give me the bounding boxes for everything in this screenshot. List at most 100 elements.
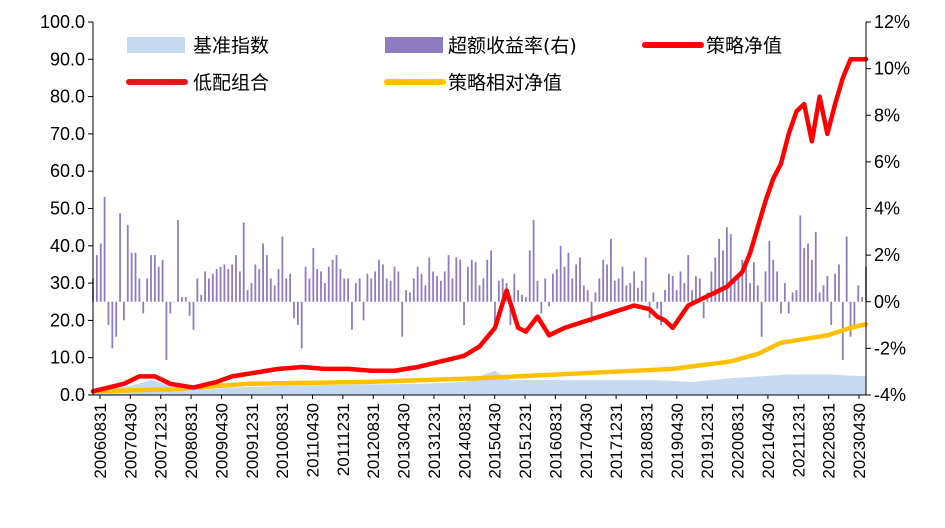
excess-return-bar bbox=[803, 248, 806, 302]
excess-return-bar bbox=[428, 257, 431, 302]
excess-return-bar bbox=[331, 259, 334, 302]
excess-return-bar bbox=[683, 283, 686, 302]
excess-return-bar bbox=[822, 285, 825, 302]
x-axis-tick-label: 20111231 bbox=[334, 403, 353, 476]
excess-return-bar bbox=[571, 278, 574, 302]
excess-return-bar bbox=[327, 266, 330, 302]
right-axis-tick-label: 2% bbox=[874, 245, 900, 265]
excess-return-bar bbox=[524, 297, 527, 302]
x-axis-tick-label: 20091231 bbox=[243, 403, 262, 479]
excess-return-bar bbox=[351, 301, 353, 330]
left-axis-tick-label: 80.0 bbox=[50, 87, 85, 107]
excess-return-bar bbox=[501, 278, 504, 302]
excess-return-bar bbox=[737, 273, 740, 302]
excess-return-bar bbox=[834, 273, 836, 302]
left-axis-tick-label: 100.0 bbox=[40, 12, 85, 32]
excess-return-bar bbox=[165, 301, 168, 361]
excess-return-bar bbox=[513, 273, 516, 302]
excess-return-bar bbox=[830, 301, 833, 326]
excess-return-bar bbox=[795, 290, 798, 302]
excess-return-bar bbox=[610, 238, 612, 302]
excess-return-bar bbox=[150, 255, 152, 302]
excess-return-bar bbox=[810, 259, 813, 302]
excess-return-bar bbox=[637, 287, 639, 302]
excess-return-bar bbox=[358, 278, 361, 302]
excess-return-bar bbox=[586, 290, 589, 302]
excess-return-bar bbox=[235, 255, 237, 302]
excess-return-bar bbox=[432, 271, 435, 302]
excess-return-bar bbox=[409, 292, 411, 302]
excess-return-bar bbox=[269, 278, 272, 302]
excess-return-bar bbox=[126, 224, 129, 302]
x-axis-tick-label: 20180831 bbox=[637, 403, 656, 479]
excess-return-bar bbox=[347, 278, 349, 302]
excess-return-bar bbox=[575, 264, 578, 302]
excess-return-bar bbox=[675, 290, 678, 302]
excess-return-bar bbox=[606, 264, 608, 302]
excess-return-bar bbox=[845, 236, 848, 302]
x-axis-tick-label: 20140831 bbox=[455, 403, 474, 479]
excess-return-bar bbox=[629, 283, 632, 302]
excess-return-bar bbox=[385, 278, 388, 302]
left-axis-tick-label: 30.0 bbox=[50, 273, 85, 293]
excess-return-bar bbox=[532, 220, 535, 302]
excess-return-bar bbox=[254, 264, 257, 302]
excess-return-bar bbox=[679, 271, 682, 302]
excess-return-bar bbox=[374, 271, 377, 302]
excess-return-bar bbox=[316, 269, 319, 302]
excess-return-bar bbox=[238, 271, 241, 302]
excess-return-bar bbox=[563, 266, 566, 302]
excess-return-bar bbox=[451, 278, 454, 302]
excess-return-bar bbox=[138, 278, 141, 302]
excess-return-bar bbox=[103, 196, 106, 302]
excess-return-bar bbox=[250, 283, 253, 302]
excess-return-bar bbox=[714, 257, 717, 302]
x-axis-tick-label: 20160831 bbox=[546, 403, 565, 479]
left-axis-tick-label: 60.0 bbox=[50, 161, 85, 181]
excess-return-bar bbox=[814, 231, 817, 302]
x-axis-tick-label: 20170430 bbox=[577, 403, 596, 479]
excess-return-bar bbox=[644, 257, 647, 302]
excess-return-bar bbox=[857, 285, 860, 302]
excess-return-bar bbox=[633, 271, 635, 302]
excess-return-bar bbox=[548, 301, 550, 307]
excess-return-bar bbox=[780, 301, 782, 314]
excess-return-bar bbox=[142, 301, 145, 314]
excess-return-bar bbox=[204, 271, 206, 302]
right-axis-tick-label: -2% bbox=[874, 338, 906, 358]
excess-return-bar bbox=[799, 215, 802, 302]
excess-return-bar bbox=[552, 273, 554, 302]
excess-return-bar bbox=[594, 292, 597, 302]
excess-return-bar bbox=[192, 301, 195, 330]
excess-return-bar bbox=[242, 222, 245, 302]
x-axis-tick-label: 20220831 bbox=[820, 403, 839, 479]
x-axis-tick-label: 20130430 bbox=[395, 403, 414, 479]
right-axis-tick-label: 6% bbox=[874, 152, 900, 172]
excess-return-bar bbox=[455, 257, 458, 302]
left-axis-tick-label: 70.0 bbox=[50, 124, 85, 144]
excess-return-bar bbox=[733, 278, 736, 302]
excess-return-bar bbox=[211, 273, 214, 302]
excess-return-bar bbox=[273, 285, 276, 302]
excess-return-bar bbox=[173, 301, 176, 303]
excess-return-bar bbox=[188, 301, 191, 316]
legend-low-alloc-label: 低配组合 bbox=[193, 72, 269, 94]
excess-return-bar bbox=[262, 243, 264, 302]
x-axis-tick-label: 20060831 bbox=[91, 403, 110, 479]
excess-return-bar bbox=[436, 276, 438, 302]
excess-return-bar bbox=[783, 283, 786, 302]
excess-return-bar bbox=[119, 213, 121, 302]
right-axis-tick-label: 0% bbox=[874, 292, 900, 312]
excess-return-bar bbox=[196, 278, 199, 302]
excess-return-bar bbox=[366, 273, 369, 302]
left-axis-tick-label: 10.0 bbox=[50, 348, 85, 368]
excess-return-bar bbox=[745, 266, 748, 302]
excess-return-bar bbox=[579, 257, 581, 302]
excess-return-bar bbox=[459, 259, 462, 302]
x-axis-tick-label: 20080831 bbox=[182, 403, 201, 479]
x-axis-tick-label: 20190430 bbox=[668, 403, 687, 479]
excess-return-bar bbox=[555, 269, 558, 302]
excess-return-bar bbox=[339, 269, 342, 302]
excess-return-bar bbox=[698, 278, 701, 302]
